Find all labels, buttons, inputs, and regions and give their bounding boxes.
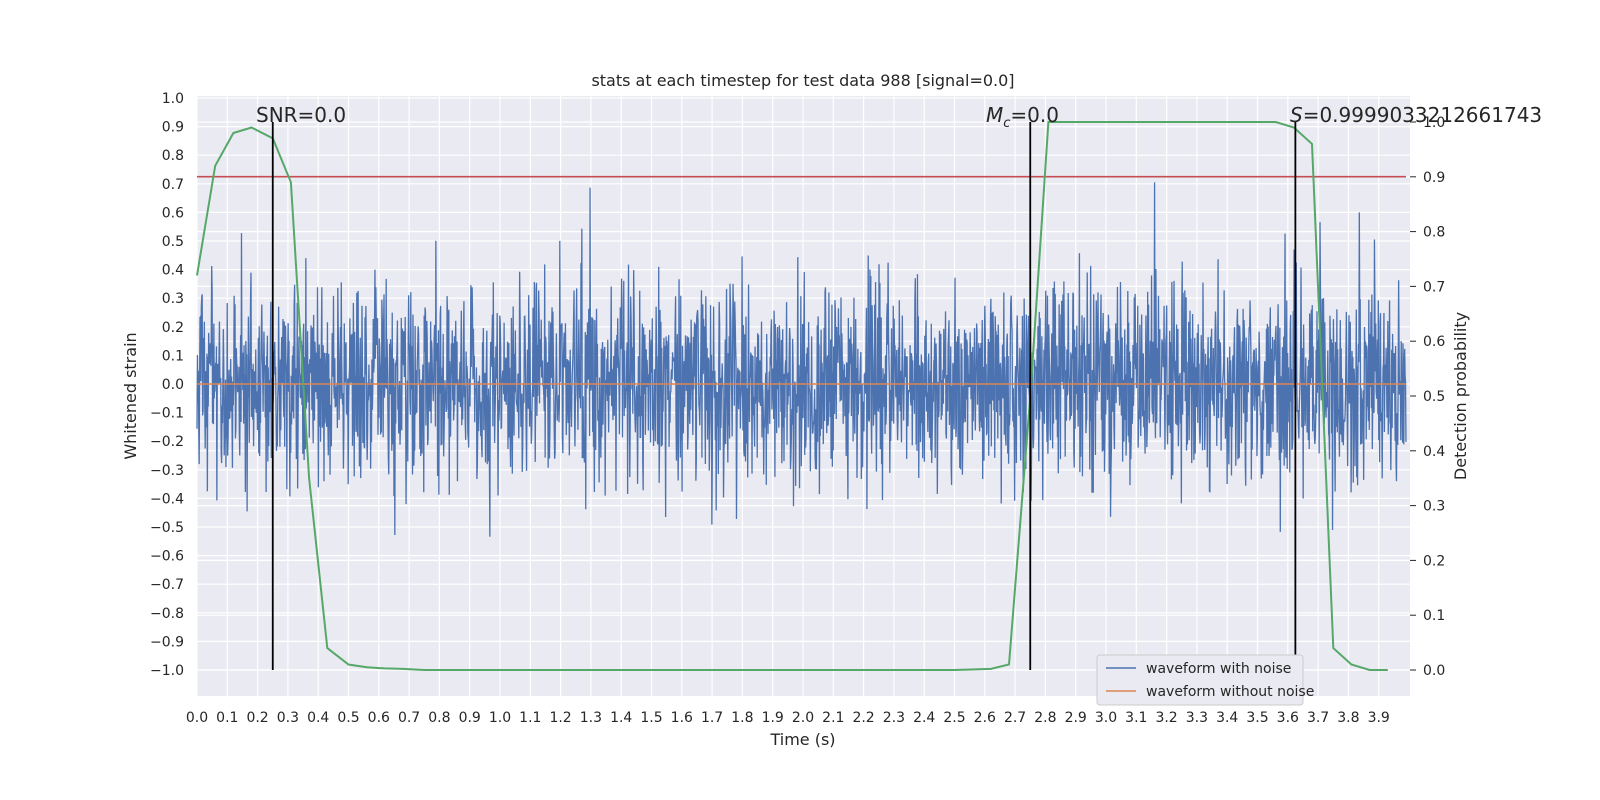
x-tick-label: 0.2 bbox=[246, 710, 268, 726]
annotation-mc: Mc=0.0 bbox=[986, 103, 1059, 131]
y2-tick-label: 0.0 bbox=[1423, 663, 1445, 679]
y-tick-label: 0.8 bbox=[162, 148, 184, 164]
legend-box bbox=[1096, 654, 1304, 706]
x-ticks: 0.0 0.1 0.2 0.3 0.4 0.5 0.6 0.7 0.8 0.9 1.0 1.1 1.2 1… bbox=[186, 710, 1390, 726]
vertical-markers bbox=[271, 122, 1297, 670]
x-tick-label: 2.3 bbox=[883, 710, 905, 726]
x-tick-label: 3.4 bbox=[1216, 710, 1238, 726]
y2-tick-label: 0.9 bbox=[1423, 170, 1445, 186]
x-tick-label: 1.1 bbox=[519, 710, 541, 726]
y2-tick-label: 0.6 bbox=[1423, 334, 1445, 350]
y-ticks: 1.0 0.9 0.8 0.7 0.6 0.5 0.4 0.3 0.2 0.1 0.0 −0.1 −0.… bbox=[150, 91, 184, 679]
waveform-with-noise-line bbox=[196, 182, 1407, 537]
x-tick-label: 2.8 bbox=[1034, 710, 1056, 726]
y-tick-label: −0.6 bbox=[150, 549, 184, 565]
y-tick-label: 0.1 bbox=[162, 348, 184, 364]
y-tick-label: 0.3 bbox=[162, 291, 184, 307]
legend-label-noise: waveform with noise bbox=[1146, 661, 1291, 677]
y-tick-label: 1.0 bbox=[162, 91, 184, 107]
x-tick-label: 1.2 bbox=[549, 710, 571, 726]
y2-tick-label: 0.1 bbox=[1423, 608, 1445, 624]
x-tick-label: 0.9 bbox=[459, 710, 481, 726]
x-tick-label: 3.3 bbox=[1186, 710, 1208, 726]
series-lines bbox=[196, 121, 1406, 671]
x-tick-label: 2.9 bbox=[1065, 710, 1087, 726]
y2-tick-label: 0.3 bbox=[1423, 499, 1445, 515]
x-tick-label: 1.5 bbox=[640, 710, 662, 726]
x-tick-label: 1.0 bbox=[489, 710, 511, 726]
x-tick-label: 2.4 bbox=[913, 710, 935, 726]
legend: waveform with noise waveform without noi… bbox=[1096, 654, 1314, 706]
y2-tick-label: 0.2 bbox=[1423, 553, 1445, 569]
y-tick-label: −0.1 bbox=[150, 406, 184, 422]
x-tick-label: 2.1 bbox=[822, 710, 844, 726]
y2-tick-label: 1.0 bbox=[1423, 115, 1445, 131]
y-tick-label: 0.6 bbox=[162, 205, 184, 221]
y2-tick-label: 0.7 bbox=[1423, 279, 1445, 295]
y2-tick-label: 0.8 bbox=[1423, 225, 1445, 241]
x-tick-label: 0.8 bbox=[428, 710, 450, 726]
x-tick-label: 2.7 bbox=[1004, 710, 1026, 726]
x-tick-label: 3.6 bbox=[1277, 710, 1299, 726]
x-tick-label: 1.8 bbox=[731, 710, 753, 726]
detection-probability-line bbox=[196, 121, 1388, 671]
x-tick-label: 3.2 bbox=[1155, 710, 1177, 726]
x-tick-label: 3.1 bbox=[1125, 710, 1147, 726]
x-tick-label: 2.0 bbox=[792, 710, 814, 726]
x-tick-label: 3.9 bbox=[1368, 710, 1390, 726]
y-axis-label: Whitened strain bbox=[121, 332, 140, 459]
y-tick-label: 0.4 bbox=[162, 263, 184, 279]
x-tick-label: 0.4 bbox=[307, 710, 329, 726]
chart-title: stats at each timestep for test data 988… bbox=[591, 71, 1014, 90]
x-tick-label: 3.7 bbox=[1307, 710, 1329, 726]
y-tick-label: 0.0 bbox=[162, 377, 184, 393]
x-tick-label: 0.5 bbox=[337, 710, 359, 726]
x-tick-label: 1.6 bbox=[671, 710, 693, 726]
y2-axis-label: Detection probability bbox=[1451, 312, 1470, 480]
x-tick-label: 1.7 bbox=[701, 710, 723, 726]
y-tick-label: 0.9 bbox=[162, 120, 184, 136]
x-tick-label: 0.0 bbox=[186, 710, 208, 726]
y-tick-label: −0.9 bbox=[150, 634, 184, 650]
y2-tick-label: 0.5 bbox=[1423, 389, 1445, 405]
annotation-snr: SNR=0.0 bbox=[256, 103, 346, 127]
x-tick-label: 2.6 bbox=[974, 710, 996, 726]
x-tick-label: 1.4 bbox=[610, 710, 632, 726]
legend-label-clean: waveform without noise bbox=[1146, 684, 1314, 700]
x-tick-label: 0.3 bbox=[277, 710, 299, 726]
x-tick-label: 1.3 bbox=[580, 710, 602, 726]
x-tick-label: 3.0 bbox=[1095, 710, 1117, 726]
series-waveform-with-noise bbox=[196, 182, 1407, 537]
y-tick-label: −1.0 bbox=[150, 663, 184, 679]
y-tick-label: 0.5 bbox=[162, 234, 184, 250]
y-tick-label: −0.7 bbox=[150, 577, 184, 593]
x-axis-label: Time (s) bbox=[769, 730, 835, 749]
x-tick-label: 0.6 bbox=[368, 710, 390, 726]
y-tick-label: −0.3 bbox=[150, 463, 184, 479]
y-tick-label: −0.5 bbox=[150, 520, 184, 536]
x-tick-label: 0.7 bbox=[398, 710, 420, 726]
y-tick-label: −0.8 bbox=[150, 606, 184, 622]
y-tick-label: 0.2 bbox=[162, 320, 184, 336]
x-tick-label: 1.9 bbox=[762, 710, 784, 726]
y2-tick-label: 0.4 bbox=[1423, 444, 1445, 460]
y-tick-label: −0.2 bbox=[150, 434, 184, 450]
x-tick-label: 3.8 bbox=[1337, 710, 1359, 726]
x-tick-label: 0.1 bbox=[216, 710, 238, 726]
y2-ticks: 1.0 0.9 0.8 0.7 0.6 0.5 0.4 0.3 0.2 0.1 0.0 bbox=[1410, 115, 1445, 679]
x-tick-label: 2.2 bbox=[852, 710, 874, 726]
x-tick-label: 3.5 bbox=[1246, 710, 1268, 726]
x-tick-label: 2.5 bbox=[943, 710, 965, 726]
y-tick-label: 0.7 bbox=[162, 177, 184, 193]
y-tick-label: −0.4 bbox=[150, 491, 184, 507]
annotation-s: S=0.9999033212661743 bbox=[1290, 103, 1542, 127]
